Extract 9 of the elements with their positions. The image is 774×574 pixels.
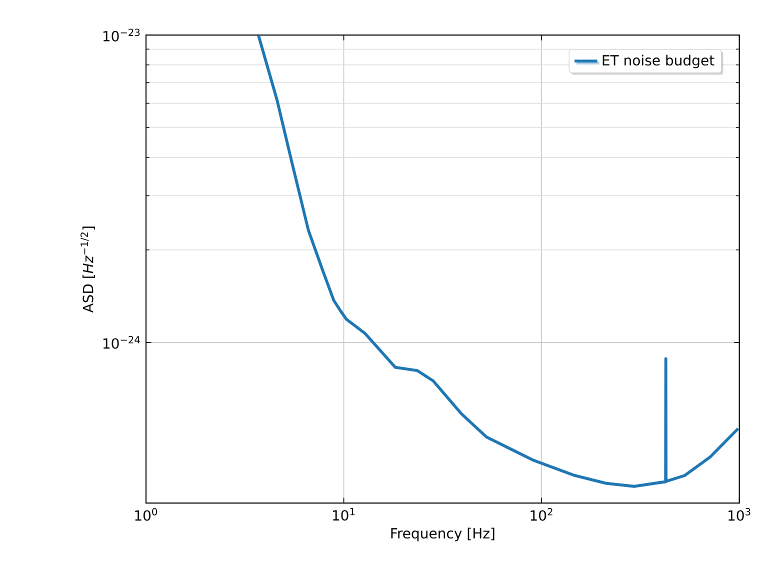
y-axis-title: ASD [Hz$^{−1/2}$] <box>80 226 95 313</box>
legend-label: ET noise budget <box>602 54 714 68</box>
y-tick-label: 10$^{−23}$ <box>103 28 140 42</box>
x-tick-label: 10$^{0}$ <box>135 508 158 521</box>
y-tick-label: 10$^{−24}$ <box>103 336 140 349</box>
x-axis-title: Frequency [Hz] <box>391 528 494 542</box>
x-tick-label: 10$^{1}$ <box>332 508 355 521</box>
x-tick-label: 10$^{3}$ <box>728 508 750 521</box>
x-tick-label: 10$^{2}$ <box>530 508 552 521</box>
